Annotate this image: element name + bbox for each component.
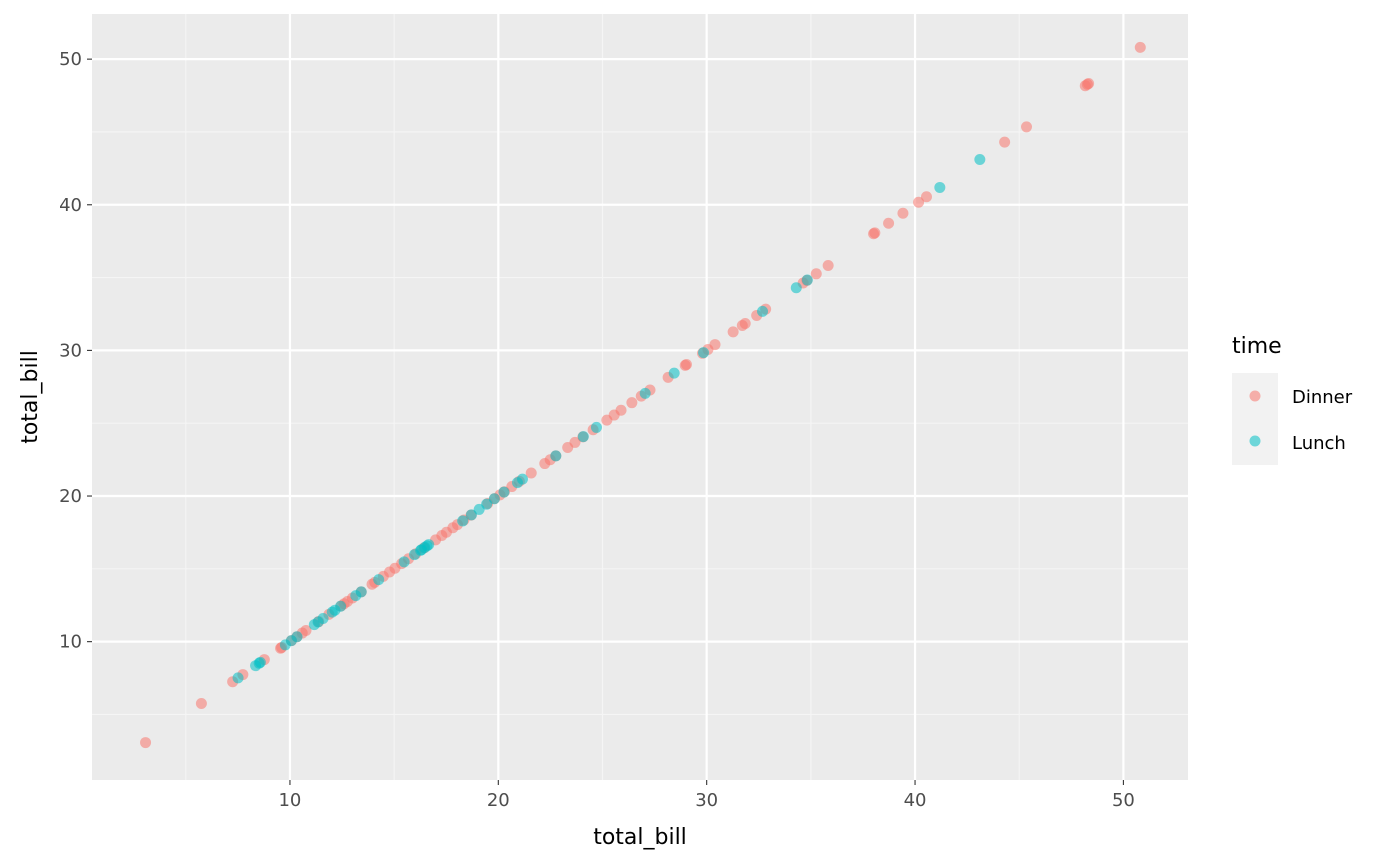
- point-dinner: [921, 191, 933, 203]
- point-dinner: [615, 404, 627, 416]
- point-lunch: [974, 153, 986, 165]
- point-dinner: [1083, 77, 1095, 89]
- point-dinner: [913, 196, 925, 208]
- point-lunch: [757, 305, 769, 317]
- point-dinner: [1021, 121, 1033, 133]
- point-lunch: [232, 672, 244, 684]
- x-tick-label: 50: [1112, 790, 1135, 811]
- point-lunch: [801, 274, 813, 286]
- point-dinner: [195, 698, 207, 710]
- point-dinner: [739, 317, 751, 329]
- y-tick-label: 50: [59, 49, 82, 70]
- legend: time Dinner Lunch: [1232, 334, 1353, 465]
- point-lunch: [465, 509, 477, 521]
- point-dinner: [1134, 41, 1146, 53]
- point-dinner: [822, 259, 834, 271]
- point-lunch: [254, 656, 266, 668]
- y-axis-ticks: 10 20 30 40 50: [59, 49, 92, 653]
- point-lunch: [317, 612, 329, 624]
- point-lunch: [481, 498, 493, 510]
- minor-grid: [92, 14, 1188, 780]
- point-dinner: [883, 217, 895, 229]
- point-dinner: [810, 268, 822, 280]
- legend-title: time: [1232, 334, 1282, 359]
- point-lunch: [790, 282, 802, 294]
- point-lunch: [398, 556, 410, 568]
- point-lunch: [355, 586, 367, 598]
- point-dinner: [680, 359, 692, 371]
- legend-label-dinner: Dinner: [1292, 387, 1353, 408]
- point-lunch: [577, 431, 589, 443]
- point-lunch: [423, 539, 435, 551]
- point-lunch: [550, 450, 562, 462]
- major-grid: [92, 14, 1188, 780]
- x-tick-label: 30: [695, 790, 718, 811]
- point-dinner: [140, 737, 152, 749]
- y-tick-label: 20: [59, 486, 82, 507]
- data-points: [140, 41, 1146, 749]
- point-dinner: [999, 136, 1011, 148]
- x-tick-label: 20: [487, 790, 510, 811]
- point-lunch: [373, 574, 385, 586]
- x-tick-label: 40: [904, 790, 927, 811]
- point-dinner: [709, 339, 721, 351]
- point-dinner: [869, 227, 881, 239]
- point-lunch: [639, 387, 651, 399]
- y-axis-title: total_bill: [18, 350, 43, 444]
- x-axis-title: total_bill: [593, 825, 687, 850]
- point-lunch: [335, 600, 347, 612]
- point-lunch: [488, 493, 500, 505]
- legend-label-lunch: Lunch: [1292, 433, 1346, 454]
- x-tick-label: 10: [278, 790, 301, 811]
- point-lunch: [698, 347, 710, 359]
- point-lunch: [516, 473, 528, 485]
- point-dinner: [300, 624, 312, 636]
- x-axis-ticks: 10 20 30 40 50: [278, 780, 1135, 811]
- legend-dot-dinner: [1249, 390, 1261, 402]
- point-dinner: [897, 207, 909, 219]
- point-lunch: [291, 631, 303, 643]
- point-dinner: [626, 397, 638, 409]
- point-lunch: [457, 515, 469, 527]
- y-tick-label: 40: [59, 195, 82, 216]
- y-tick-label: 30: [59, 340, 82, 361]
- point-dinner: [525, 467, 537, 479]
- point-dinner: [727, 326, 739, 338]
- y-tick-label: 10: [59, 632, 82, 653]
- legend-dot-lunch: [1249, 435, 1261, 447]
- point-lunch: [668, 367, 680, 379]
- point-lunch: [590, 421, 602, 433]
- point-lunch: [934, 181, 946, 193]
- point-dinner: [569, 436, 581, 448]
- point-lunch: [498, 486, 510, 498]
